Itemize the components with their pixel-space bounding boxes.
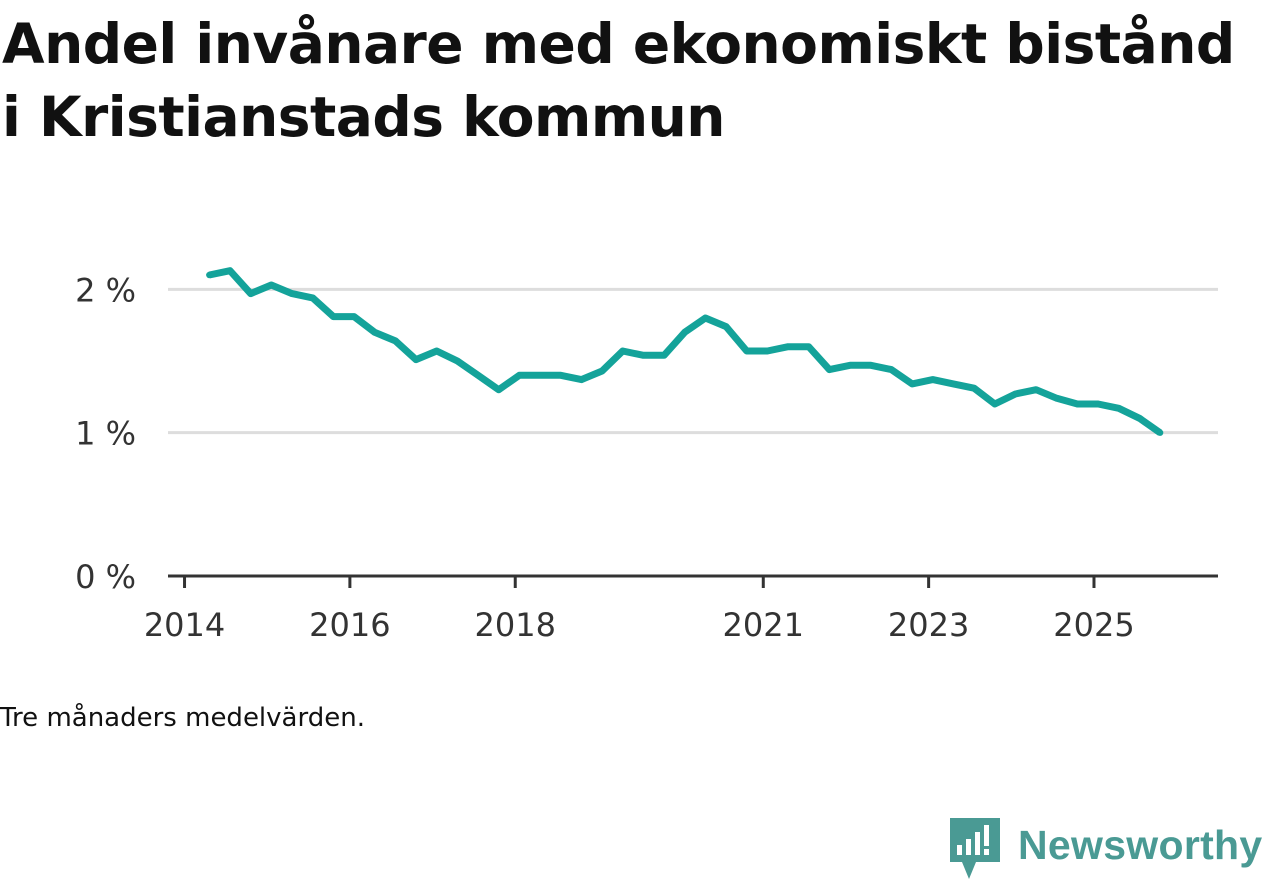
data-point xyxy=(206,271,213,279)
data-point xyxy=(330,313,337,320)
data-point xyxy=(309,294,316,302)
chart-title: Andel invånare med ekonomiskt bistånd i … xyxy=(2,12,1235,149)
data-point xyxy=(598,367,606,375)
data-point xyxy=(991,400,998,408)
data-point xyxy=(867,362,874,369)
data-point xyxy=(722,323,730,330)
data-point xyxy=(433,347,440,355)
x-tick-label: 2021 xyxy=(723,606,804,644)
brand-name: Newsworthy xyxy=(1018,821,1262,868)
brand-logo[interactable]: Newsworthy xyxy=(950,818,1262,880)
data-point xyxy=(660,352,668,359)
data-point xyxy=(247,290,254,297)
data-point xyxy=(1053,395,1061,402)
data-point xyxy=(764,347,771,355)
data-point xyxy=(371,329,378,336)
data-point xyxy=(516,372,523,379)
data-point xyxy=(1094,400,1102,408)
series-layer xyxy=(206,267,1164,436)
data-point xyxy=(970,385,978,392)
data-point xyxy=(1156,429,1164,436)
data-point xyxy=(1074,400,1081,408)
data-point xyxy=(578,376,585,383)
data-point xyxy=(784,343,792,350)
data-point xyxy=(350,313,358,320)
x-tick-label: 2025 xyxy=(1053,606,1134,644)
data-point xyxy=(950,380,957,388)
y-tick-label: 1 % xyxy=(75,415,136,453)
x-axis-labels: 2014 2016 2018 2021 2023 2025 xyxy=(144,606,1135,644)
data-point xyxy=(268,281,275,289)
x-axis xyxy=(168,574,1218,588)
data-point xyxy=(619,347,626,355)
y-axis-labels: 0 % 1 % 2 % xyxy=(75,271,136,596)
data-point xyxy=(392,337,399,345)
data-point xyxy=(474,372,482,379)
data-point xyxy=(681,329,688,336)
data-point xyxy=(888,366,895,373)
data-point xyxy=(1032,386,1040,393)
data-point xyxy=(846,362,854,369)
data-point xyxy=(1136,415,1143,422)
x-tick-label: 2014 xyxy=(144,606,225,644)
x-tick-label: 2016 xyxy=(309,606,390,644)
data-point xyxy=(743,347,750,355)
data-point xyxy=(805,343,812,350)
data-point xyxy=(826,366,833,373)
y-tick-label: 2 % xyxy=(75,271,136,309)
data-point xyxy=(1115,405,1123,412)
data-point xyxy=(908,380,916,388)
data-point xyxy=(412,356,420,363)
data-point xyxy=(640,352,647,359)
data-point xyxy=(557,372,564,379)
data-point xyxy=(495,386,502,393)
data-point xyxy=(288,290,296,297)
x-tick-label: 2018 xyxy=(475,606,556,644)
data-point xyxy=(929,376,936,383)
series-line xyxy=(208,267,1163,436)
data-point xyxy=(702,314,709,322)
y-tick-label: 0 % xyxy=(75,558,136,596)
chart-note: Tre månaders medelvärden. xyxy=(0,703,365,733)
newsworthy-logo-icon xyxy=(950,818,1000,879)
data-point xyxy=(536,372,544,379)
data-point xyxy=(226,267,234,274)
data-point xyxy=(1012,390,1019,398)
gridlines xyxy=(168,287,1218,435)
x-tick-label: 2023 xyxy=(888,606,969,644)
data-point xyxy=(454,357,461,365)
